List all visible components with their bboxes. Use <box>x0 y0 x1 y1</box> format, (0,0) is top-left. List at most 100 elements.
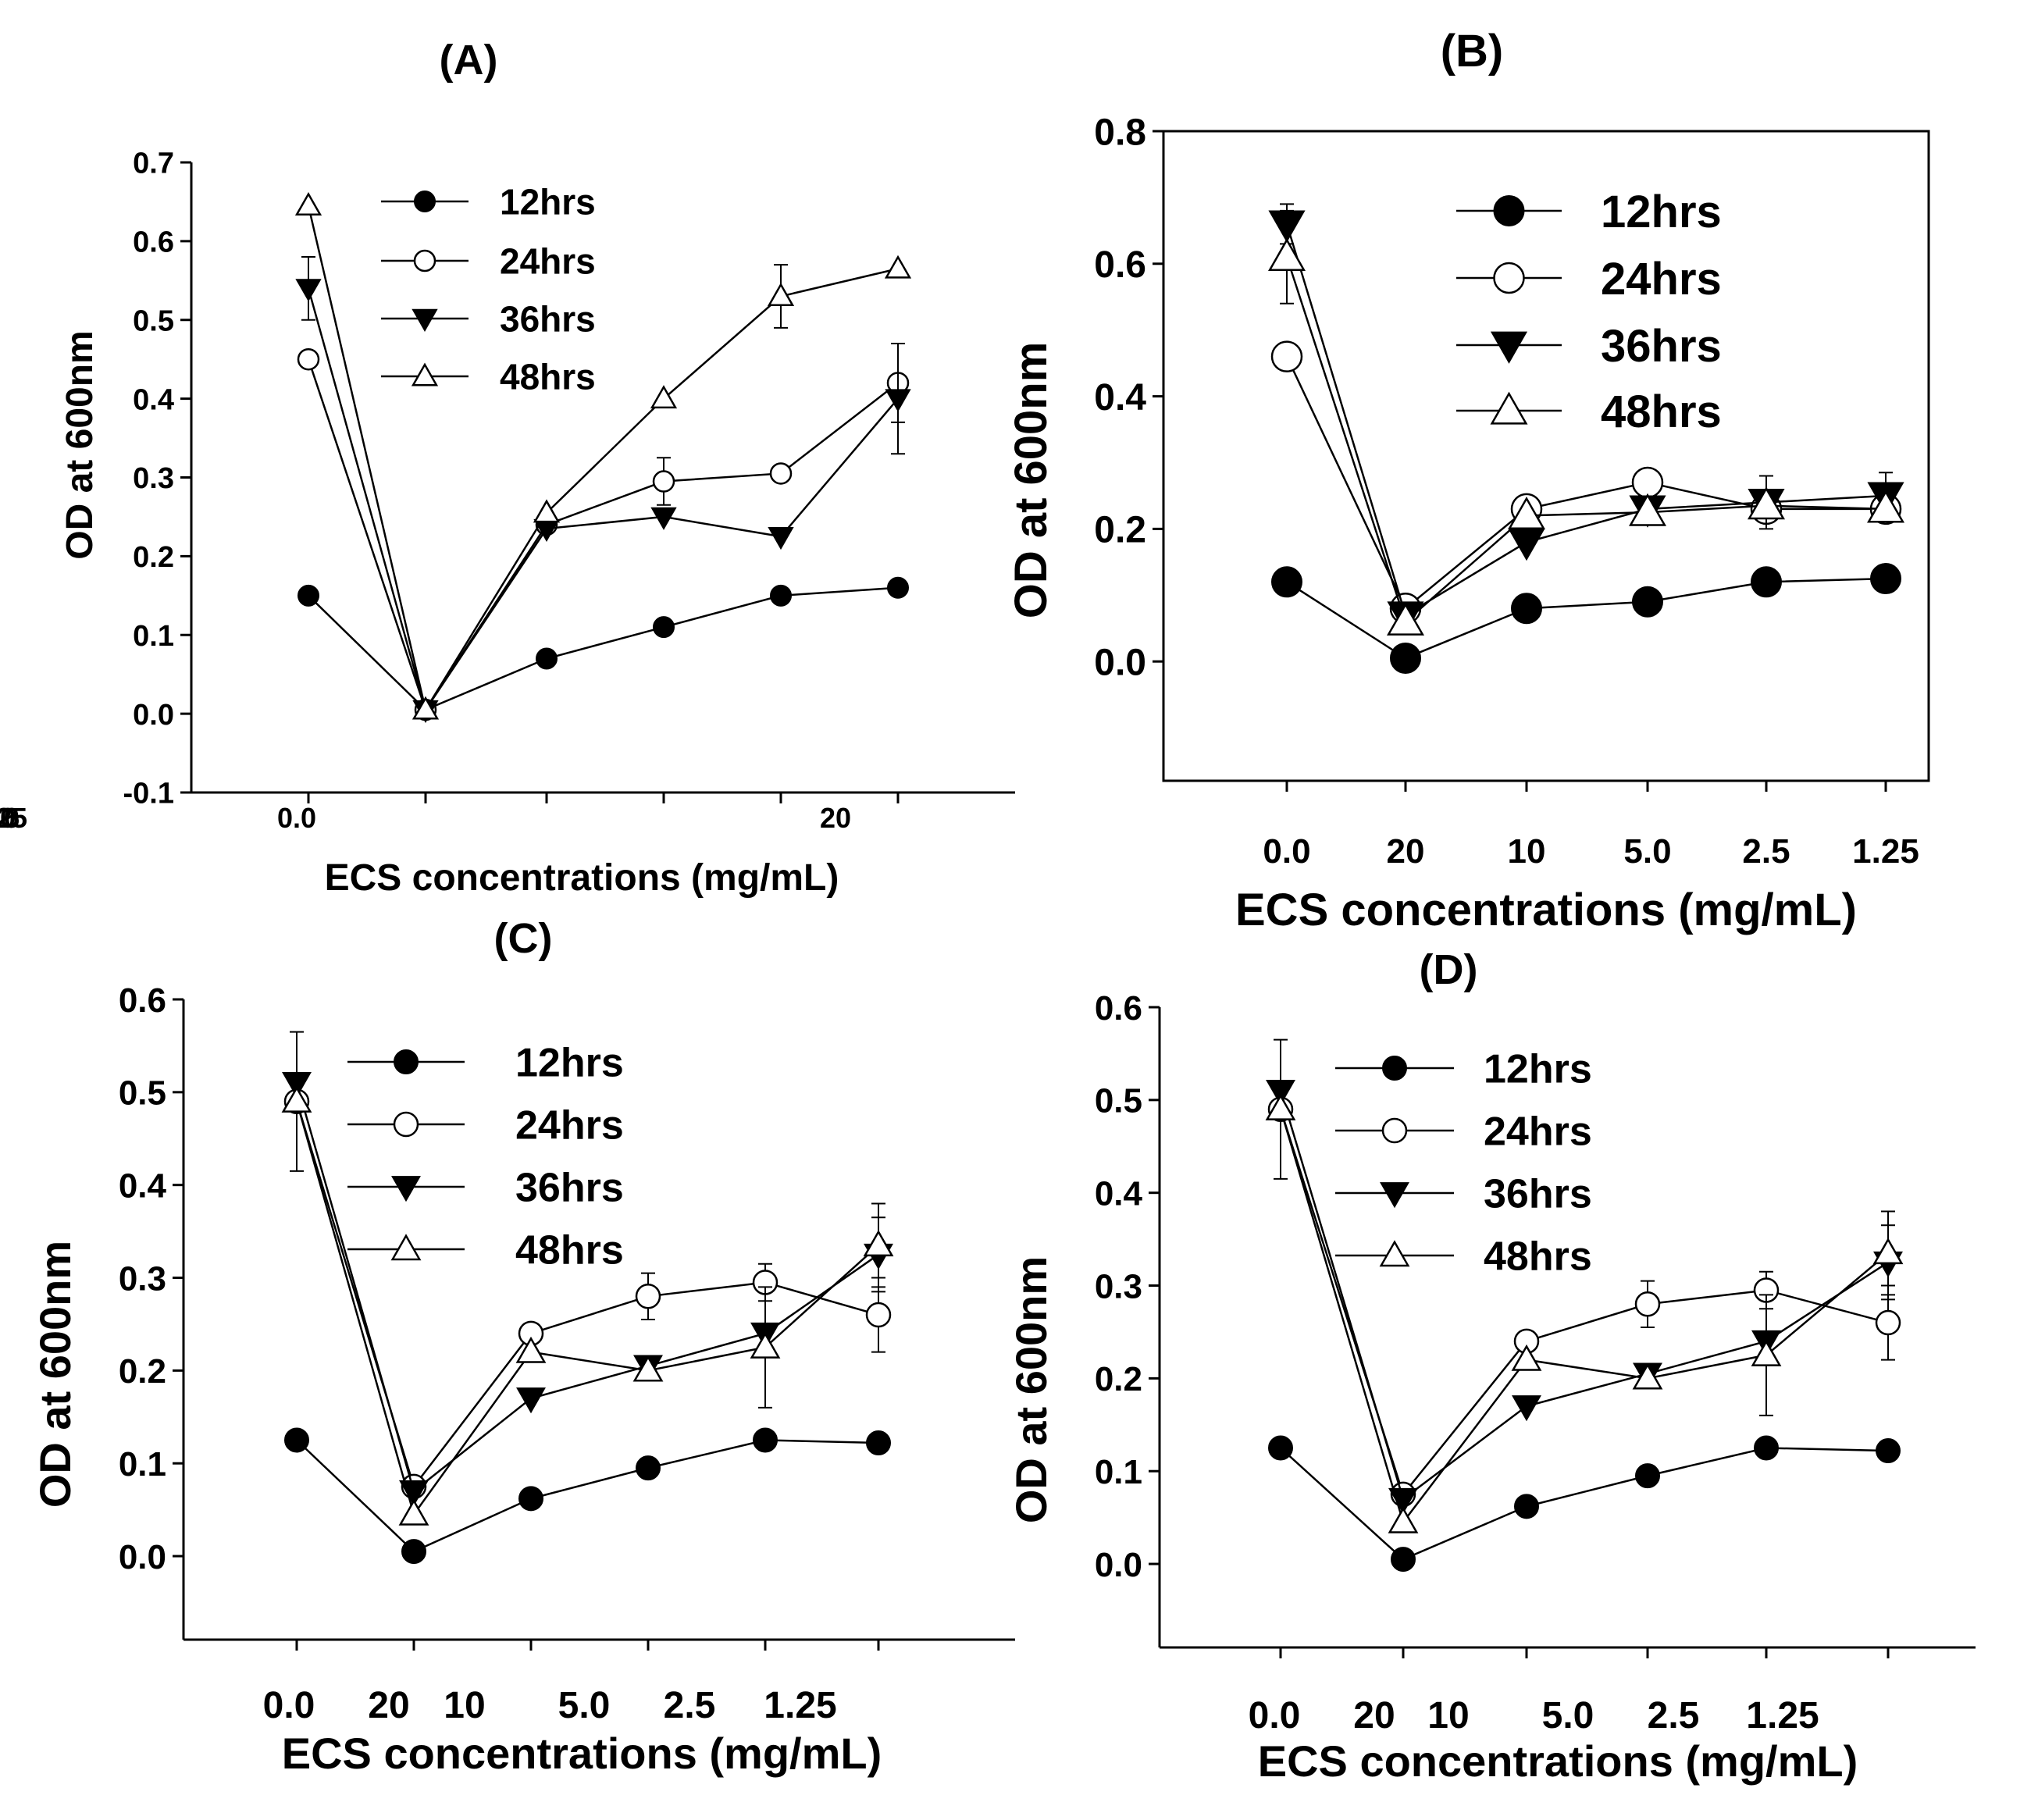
data-point <box>1271 566 1302 598</box>
data-point <box>1391 1547 1416 1572</box>
x-tick-label: 0.0 <box>277 802 316 834</box>
x-tick-label: 0.0 <box>1263 832 1310 871</box>
legend-entry-24hrs: 24hrs <box>381 241 596 282</box>
x-tick-label: 20 <box>1387 832 1425 871</box>
data-point <box>1265 1093 1296 1120</box>
y-axis-label: OD at 600nm <box>1006 342 1056 619</box>
data-point <box>1634 1291 1661 1317</box>
legend-entry-12hrs: 12hrs <box>381 182 596 223</box>
legend-marker <box>411 362 439 386</box>
x-axis-label: ECS concentrations (mg/mL) <box>1235 885 1857 935</box>
legend-label: 24hrs <box>515 1103 624 1149</box>
data-point <box>533 499 561 523</box>
y-tick-label: 0.0 <box>1095 1546 1142 1584</box>
data-point <box>412 696 440 720</box>
data-point <box>884 255 912 279</box>
data-point <box>635 1284 661 1309</box>
data-point <box>753 1427 778 1453</box>
series-line <box>1285 223 1887 617</box>
y-tick-label: 0.0 <box>119 1538 166 1576</box>
series-12hrs <box>284 1427 891 1565</box>
data-point <box>284 1427 309 1453</box>
y-tick-label: 0.0 <box>133 699 174 732</box>
data-point <box>1512 1395 1541 1422</box>
series-line <box>1279 1090 1889 1501</box>
y-tick-label: 0.2 <box>119 1352 166 1391</box>
legend-entry-24hrs: 24hrs <box>347 1103 624 1149</box>
legend-entry-12hrs: 12hrs <box>1456 187 1722 237</box>
data-point <box>298 584 319 607</box>
series-line <box>308 586 899 711</box>
y-tick-label: 0.1 <box>1095 1453 1142 1491</box>
data-point <box>1751 566 1782 598</box>
series-line <box>1279 1109 1889 1525</box>
data-point <box>518 1486 543 1512</box>
legend-marker <box>1490 391 1528 425</box>
data-point <box>1628 493 1667 526</box>
data-point <box>1390 642 1421 674</box>
y-tick-label: 0.2 <box>1094 510 1146 551</box>
x-tick-label: 1.25 <box>1746 1695 1819 1736</box>
series-24hrs <box>297 343 910 721</box>
y-axis-label: OD at 600nm <box>30 1241 80 1508</box>
y-tick-label: 0.3 <box>133 462 174 495</box>
y-tick-label: 0.0 <box>1094 642 1146 683</box>
legend-marker <box>394 1049 419 1074</box>
legend-label: 12hrs <box>1601 187 1722 237</box>
x-tick-label: 10 <box>1508 832 1546 871</box>
legend-label: 24hrs <box>1601 254 1722 305</box>
data-point <box>750 1331 781 1359</box>
x-tick-label: 5.0 <box>0 802 20 834</box>
legend-label: 36hrs <box>1601 321 1722 372</box>
x-tick-label: 10 <box>444 1685 485 1726</box>
y-axis-label: OD at 600nm <box>59 330 101 559</box>
panel-title: (D) <box>1420 946 1478 993</box>
x-axis-label: ECS concentrations (mg/mL) <box>282 1729 882 1778</box>
y-tick-label: 0.3 <box>119 1259 166 1298</box>
legend-entry-48hrs: 48hrs <box>381 357 596 397</box>
series-line <box>295 1101 879 1489</box>
series-line <box>1285 256 1887 624</box>
series-12hrs <box>1268 1435 1901 1572</box>
data-point <box>1866 490 1905 523</box>
data-point <box>1751 1339 1782 1366</box>
data-point <box>769 462 793 485</box>
legend-label: 12hrs <box>1484 1047 1592 1092</box>
legend-marker <box>1382 1056 1407 1081</box>
series-12hrs <box>1271 563 1901 674</box>
data-point <box>1268 1435 1293 1461</box>
y-tick-label: 0.8 <box>1094 112 1146 153</box>
data-point <box>865 1302 892 1328</box>
data-point <box>770 584 792 607</box>
legend-label: 48hrs <box>500 357 596 397</box>
series-48hrs <box>1265 1038 1904 1533</box>
data-point <box>516 1387 546 1414</box>
legend-marker <box>1381 1117 1408 1144</box>
data-point <box>650 507 677 530</box>
x-tick-label: 5.0 <box>558 1685 611 1726</box>
data-point <box>1635 1463 1660 1489</box>
legend-entry-24hrs: 24hrs <box>1456 254 1722 305</box>
data-point <box>1875 1309 1901 1336</box>
x-tick-label: 5.0 <box>1623 832 1671 871</box>
legend-marker <box>1380 1182 1409 1209</box>
legend-entry-12hrs: 12hrs <box>1335 1047 1592 1092</box>
legend-entry-36hrs: 36hrs <box>1456 321 1722 372</box>
data-point <box>295 279 322 302</box>
data-point <box>297 347 320 371</box>
series-line <box>307 205 899 713</box>
data-point <box>1511 593 1542 625</box>
data-point <box>1632 586 1663 618</box>
x-tick-label: 2.5 <box>0 802 20 834</box>
data-point <box>768 526 794 550</box>
x-tick-label: 1.25 <box>764 1685 836 1726</box>
y-tick-label: 0.4 <box>119 1167 167 1206</box>
data-point <box>1270 340 1303 372</box>
data-point <box>1632 1362 1663 1390</box>
x-tick-label: 10 <box>1427 1695 1469 1736</box>
series-48hrs <box>1267 209 1905 636</box>
x-axis-label: ECS concentrations (mg/mL) <box>325 857 839 899</box>
y-tick-label: 0.2 <box>133 541 174 574</box>
legend-label: 36hrs <box>515 1166 624 1211</box>
legend-marker <box>413 249 436 272</box>
